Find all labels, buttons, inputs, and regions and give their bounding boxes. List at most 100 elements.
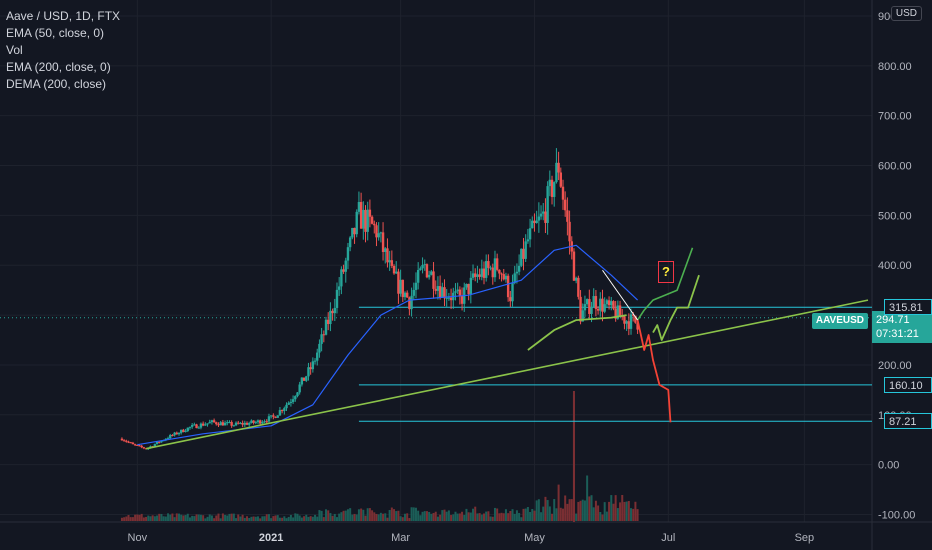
candle-body	[546, 186, 549, 223]
volume-bar	[342, 510, 345, 521]
candle-body	[493, 258, 497, 278]
candle-body	[397, 271, 400, 294]
volume-bar	[160, 513, 163, 521]
legend-dema[interactable]: DEMA (200, close)	[6, 77, 107, 91]
legend-vol[interactable]: Vol	[6, 43, 23, 57]
candle-body	[351, 227, 354, 238]
volume-bar	[412, 507, 415, 521]
volume-bar	[125, 516, 128, 521]
candle-body	[553, 182, 556, 197]
volume-bar	[404, 513, 407, 521]
candle-body	[392, 265, 396, 274]
candle-body	[500, 273, 503, 275]
candle-body	[254, 422, 257, 424]
candle-body	[129, 442, 132, 444]
volume-bar	[193, 516, 196, 521]
volume-bar	[241, 514, 244, 521]
candle-body	[239, 422, 242, 424]
candle-body	[265, 421, 268, 423]
candle-body	[471, 273, 475, 278]
candle-body	[515, 271, 519, 274]
candle-body	[204, 424, 207, 426]
candle-body	[427, 274, 431, 278]
candle-body	[327, 319, 330, 325]
candle-body	[436, 286, 440, 291]
volume-bar	[221, 513, 224, 521]
volume-bar	[256, 516, 259, 521]
volume-bar	[138, 514, 141, 521]
volume-bar	[382, 513, 385, 521]
candle-body	[373, 223, 376, 226]
candle-body	[607, 300, 611, 306]
candle-body	[342, 269, 345, 272]
candle-body	[566, 210, 569, 222]
candle-body	[234, 422, 238, 426]
volume-bar	[278, 517, 281, 521]
volume-bar	[213, 518, 216, 521]
volume-bar	[632, 508, 635, 521]
candle-body	[296, 392, 299, 397]
candle-body	[432, 271, 435, 289]
candle-body	[592, 296, 595, 307]
volume-bar	[513, 513, 516, 521]
candle-body	[217, 424, 220, 426]
candle-body	[171, 435, 174, 437]
volume-bar	[199, 514, 202, 521]
volume-bar	[634, 501, 637, 521]
volume-bar	[120, 517, 123, 521]
candle-body	[313, 360, 317, 362]
candle-body	[487, 261, 490, 268]
candle-body	[311, 361, 315, 370]
candle-body	[612, 301, 615, 309]
candle-body	[585, 299, 589, 305]
volume-bar	[129, 517, 132, 521]
volume-bar	[147, 515, 150, 521]
candle-body	[478, 274, 481, 277]
volume-bar	[217, 513, 220, 521]
volume-bar	[597, 505, 600, 521]
volume-bar	[478, 513, 481, 521]
candle-body	[482, 268, 486, 278]
legend-title[interactable]: Aave / USD, 1D, FTX	[6, 9, 121, 23]
candle-body	[228, 422, 231, 424]
candle-body	[406, 292, 409, 298]
volume-bar	[568, 499, 571, 521]
volume-bar	[461, 511, 464, 521]
currency-button[interactable]: USD	[890, 6, 922, 21]
volume-bar	[623, 501, 626, 521]
volume-bar	[458, 513, 461, 521]
candle-body	[269, 415, 273, 417]
volume-bar	[149, 516, 152, 521]
candle-body	[138, 445, 141, 447]
candle-body	[572, 251, 576, 281]
candle-body	[258, 420, 262, 424]
question-annotation: ?	[658, 261, 674, 283]
volume-bar	[186, 513, 189, 521]
volume-bar	[553, 499, 556, 521]
candle-body	[434, 288, 437, 291]
volume-bar	[235, 518, 238, 521]
candle-body	[243, 422, 247, 425]
candle-body	[305, 376, 308, 381]
volume-bar	[362, 509, 365, 521]
legend-ema50[interactable]: EMA (50, close, 0)	[6, 26, 105, 40]
legend-ema200[interactable]: EMA (200, close, 0)	[6, 60, 111, 74]
candle-body	[574, 277, 578, 281]
candle-body	[333, 307, 336, 314]
volume-bar	[614, 495, 617, 521]
volume-bar	[561, 508, 564, 521]
candle-body	[140, 445, 143, 448]
candle-body	[177, 432, 181, 435]
volume-bar	[344, 510, 347, 521]
candle-body	[443, 287, 446, 299]
candle-body	[423, 264, 426, 266]
volume-bar	[340, 512, 343, 521]
candle-body	[520, 248, 523, 266]
volume-bar	[243, 517, 246, 521]
volume-bar	[441, 510, 444, 521]
candle-body	[614, 308, 617, 319]
candle-body	[337, 286, 341, 290]
candle-body	[559, 172, 562, 187]
volume-bar	[472, 508, 475, 521]
